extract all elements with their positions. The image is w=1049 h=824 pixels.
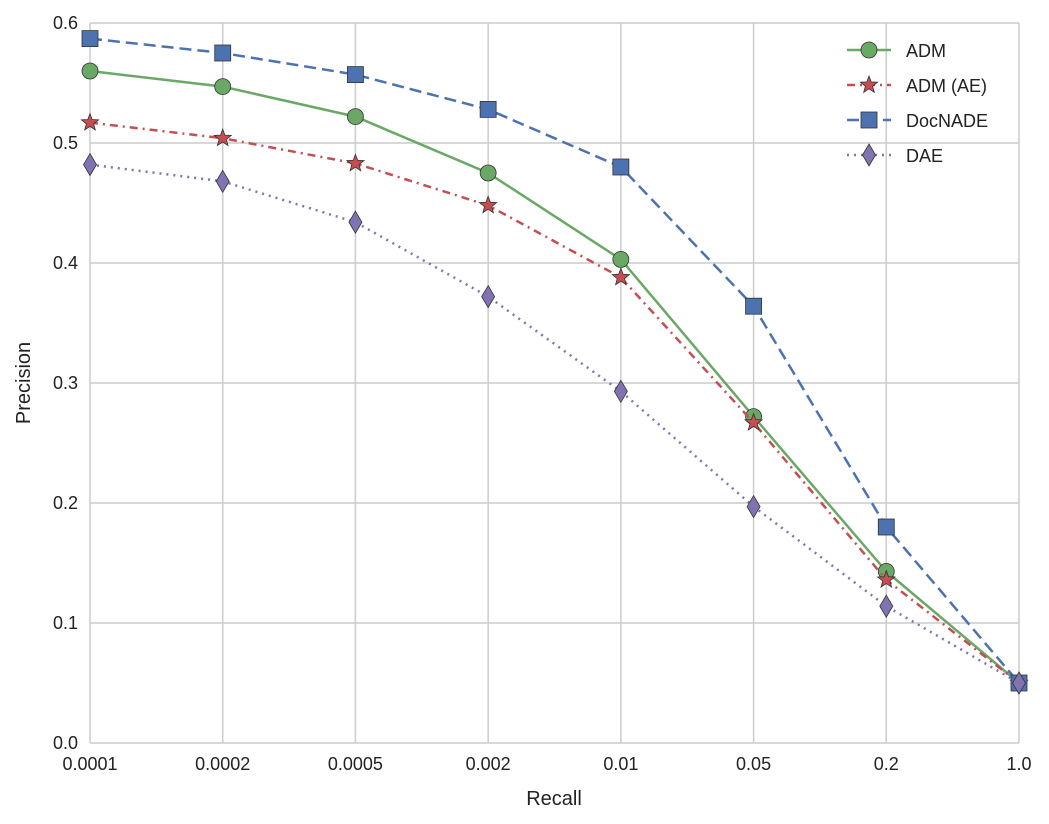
grid bbox=[89, 22, 1020, 744]
x-tick-label: 0.0005 bbox=[328, 754, 383, 774]
square-marker bbox=[877, 518, 895, 536]
diamond-marker bbox=[1012, 671, 1026, 695]
star-marker bbox=[478, 195, 498, 214]
circle-marker bbox=[81, 62, 99, 80]
circle-marker bbox=[612, 250, 630, 268]
y-axis-label: Precision bbox=[13, 342, 35, 424]
circle-marker bbox=[860, 41, 878, 59]
diamond-marker bbox=[481, 284, 496, 309]
star-marker bbox=[876, 569, 896, 589]
legend-label: DAE bbox=[906, 146, 943, 166]
diamond-marker bbox=[348, 210, 363, 234]
legend-label: DocNADE bbox=[906, 111, 988, 131]
y-tick-label: 0.2 bbox=[53, 493, 78, 513]
x-tick-label: 0.2 bbox=[874, 754, 899, 774]
series-line bbox=[89, 69, 1020, 684]
legend-item: ADM (AE) bbox=[847, 74, 987, 96]
x-tick-label: 0.0002 bbox=[195, 754, 250, 774]
legend-item: ADM bbox=[847, 41, 946, 61]
star-marker bbox=[213, 128, 233, 147]
x-axis-label: Recall bbox=[526, 788, 582, 810]
star-marker bbox=[611, 267, 631, 286]
y-tick-label: 0.0 bbox=[53, 733, 78, 753]
diamond-marker bbox=[746, 494, 761, 519]
series-lines bbox=[80, 30, 1029, 695]
legend-label: ADM bbox=[906, 41, 946, 61]
y-tick-label: 0.4 bbox=[53, 253, 78, 273]
tick-labels: 0.0001 0.0002 0.0005 0.002 0.01 0.05 0.2 1.0 0.0… bbox=[53, 13, 1032, 774]
square-marker bbox=[745, 297, 762, 315]
series-line bbox=[89, 121, 1020, 684]
circle-marker bbox=[479, 164, 497, 182]
diamond-marker bbox=[83, 152, 97, 177]
square-marker bbox=[479, 101, 497, 118]
x-tick-label: 0.05 bbox=[736, 754, 771, 774]
series-line bbox=[89, 37, 1020, 684]
star-marker bbox=[743, 412, 764, 431]
circle-marker bbox=[347, 108, 364, 125]
x-tick-label: 1.0 bbox=[1006, 754, 1031, 774]
y-tick-label: 0.1 bbox=[53, 613, 78, 633]
series-dae bbox=[83, 152, 1026, 695]
y-tick-label: 0.5 bbox=[53, 133, 78, 153]
y-tick-label: 0.3 bbox=[53, 373, 78, 393]
diamond-marker bbox=[613, 379, 628, 404]
x-tick-label: 0.01 bbox=[603, 754, 638, 774]
star-marker bbox=[80, 112, 100, 131]
square-marker bbox=[347, 66, 364, 83]
square-marker bbox=[214, 44, 232, 62]
square-marker bbox=[860, 111, 878, 129]
x-tick-label: 0.0001 bbox=[62, 754, 117, 774]
y-tick-label: 0.6 bbox=[53, 13, 78, 33]
star-marker bbox=[859, 74, 879, 94]
legend-item: DAE bbox=[847, 143, 943, 167]
square-marker bbox=[612, 158, 630, 176]
legend-label: ADM (AE) bbox=[906, 76, 987, 96]
diamond-marker bbox=[879, 594, 894, 618]
diamond-marker bbox=[862, 143, 876, 167]
legend: ADM ADM (AE) DocNADE DAE bbox=[847, 41, 988, 167]
square-marker bbox=[81, 30, 99, 48]
legend-item: DocNADE bbox=[847, 111, 988, 131]
diamond-marker bbox=[215, 169, 230, 194]
x-tick-label: 0.002 bbox=[466, 754, 511, 774]
circle-marker bbox=[214, 78, 232, 95]
series-docnade bbox=[81, 30, 1028, 692]
star-marker bbox=[345, 153, 366, 172]
